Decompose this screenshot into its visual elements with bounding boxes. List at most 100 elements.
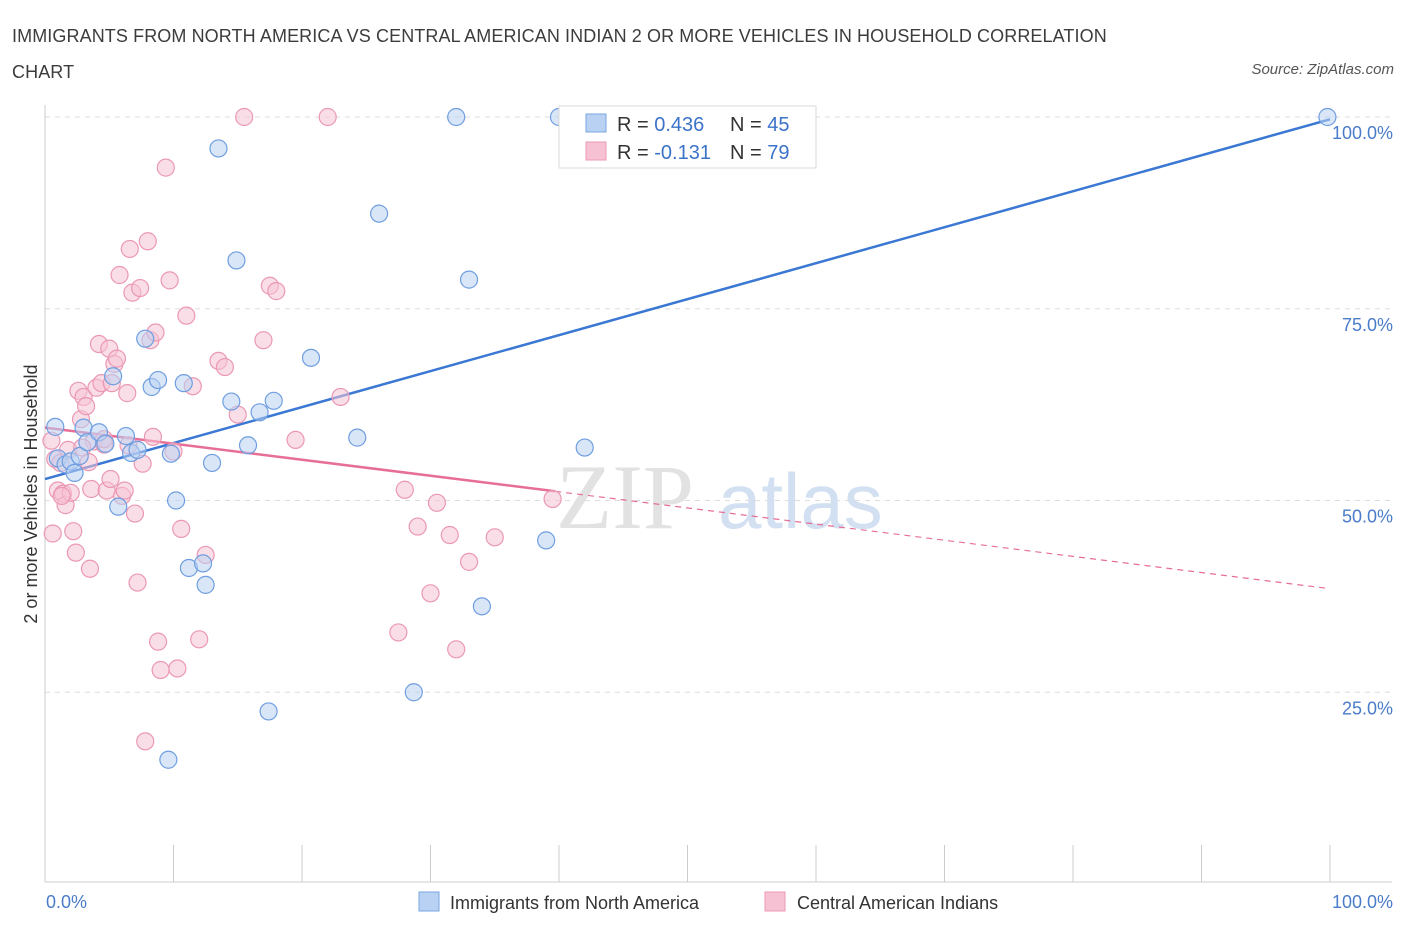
point-north-america — [104, 367, 123, 386]
point-north-america — [148, 370, 168, 390]
point-central-american-indians — [421, 584, 440, 603]
point-central-american-indians — [101, 469, 120, 489]
legend-swatch-blue — [418, 891, 440, 912]
point-north-america — [159, 750, 178, 769]
x-tick-labels: 0.0% 100.0% — [46, 892, 1393, 912]
point-central-american-indians — [160, 271, 179, 290]
stats-legend: R = 0.436 N = 45 R = -0.131 N = 79 — [558, 105, 817, 169]
point-north-america — [46, 417, 65, 436]
svg-text:N = 79: N = 79 — [730, 142, 790, 164]
point-central-american-indians — [125, 504, 145, 523]
point-north-america — [1318, 107, 1337, 127]
x-tick-label: 100.0% — [1332, 892, 1393, 912]
point-north-america — [196, 575, 215, 594]
stats-n-label: N = — [730, 114, 767, 136]
y-tick-label: 50.0% — [1342, 507, 1393, 527]
legend-label: Immigrants from North America — [450, 893, 700, 913]
point-north-america — [136, 329, 155, 348]
point-north-america — [404, 683, 423, 702]
point-north-america — [96, 434, 115, 453]
stats-r-label: R = — [617, 114, 654, 136]
point-north-america — [116, 426, 136, 446]
point-north-america — [259, 702, 278, 721]
point-north-america — [447, 107, 466, 127]
point-central-american-indians — [148, 632, 168, 651]
svg-text:R = 0.436: R = 0.436 — [617, 114, 704, 136]
stats-n-value: 79 — [767, 142, 789, 164]
point-central-american-indians — [130, 278, 150, 298]
stats-r-label: R = — [617, 142, 654, 164]
point-central-american-indians — [408, 517, 427, 536]
x-tick-label: 0.0% — [46, 892, 87, 912]
trend-line-extension — [555, 490, 1331, 590]
point-central-american-indians — [52, 486, 71, 505]
data-points — [42, 107, 1337, 769]
point-central-american-indians — [77, 397, 96, 416]
point-central-american-indians — [80, 559, 100, 578]
point-central-american-indians — [110, 265, 129, 285]
point-north-america — [575, 438, 594, 457]
y-tick-label: 25.0% — [1342, 698, 1393, 718]
point-north-america — [250, 403, 269, 422]
point-north-america — [222, 392, 241, 411]
chart-title: IMMIGRANTS FROM NORTH AMERICA VS CENTRAL… — [12, 26, 1107, 82]
series-legend: Immigrants from North America Central Am… — [418, 891, 998, 913]
point-central-american-indians — [172, 519, 191, 538]
watermark-zip: ZIP — [556, 446, 694, 548]
point-north-america — [109, 497, 128, 516]
point-central-american-indians — [318, 107, 337, 127]
point-central-american-indians — [151, 660, 170, 680]
point-north-america — [161, 444, 181, 463]
legend-swatch-pink — [764, 891, 786, 912]
stats-swatch-pink — [585, 141, 607, 161]
point-central-american-indians — [66, 543, 85, 562]
point-central-american-indians — [543, 489, 562, 509]
y-tick-label: 75.0% — [1342, 315, 1393, 335]
point-central-american-indians — [138, 232, 157, 251]
y-tick-label: 100.0% — [1332, 123, 1393, 143]
point-central-american-indians — [485, 528, 504, 547]
point-central-american-indians — [215, 357, 234, 377]
stats-r-value: 0.436 — [654, 114, 704, 136]
point-central-american-indians — [156, 158, 175, 177]
point-central-american-indians — [177, 306, 196, 325]
axes — [44, 105, 1392, 883]
svg-text:N = 45: N = 45 — [730, 114, 790, 136]
point-north-america — [227, 251, 246, 270]
point-central-american-indians — [286, 430, 305, 450]
svg-text:R = -0.131: R = -0.131 — [617, 142, 711, 164]
point-north-america — [166, 491, 186, 510]
point-central-american-indians — [389, 623, 408, 642]
point-north-america — [472, 597, 491, 616]
point-central-american-indians — [254, 331, 273, 350]
point-north-america — [264, 391, 283, 410]
point-north-america — [537, 531, 556, 550]
point-central-american-indians — [118, 384, 137, 403]
point-central-american-indians — [447, 640, 466, 659]
point-north-america — [65, 463, 84, 482]
point-north-america — [174, 374, 193, 393]
legend-label: Central American Indians — [797, 893, 998, 913]
point-central-american-indians — [43, 524, 62, 543]
point-north-america — [459, 270, 479, 289]
point-north-america — [70, 446, 89, 466]
point-central-american-indians — [107, 349, 127, 368]
point-central-american-indians — [331, 387, 350, 407]
point-central-american-indians — [190, 630, 209, 649]
stats-r-value: -0.131 — [654, 142, 711, 164]
y-axis-label: 2 or more Vehicles in Household — [21, 364, 41, 623]
point-north-america — [209, 139, 228, 158]
trend-line-north-america — [44, 118, 1331, 481]
stats-n-value: 45 — [767, 114, 789, 136]
point-central-american-indians — [440, 525, 459, 545]
stats-swatch-blue — [585, 113, 607, 133]
point-north-america — [78, 433, 97, 452]
point-north-america — [238, 436, 258, 455]
point-central-american-indians — [267, 282, 286, 301]
point-north-america — [202, 453, 222, 473]
gridlines — [45, 116, 1392, 693]
point-central-american-indians — [395, 480, 414, 499]
point-central-american-indians — [235, 107, 254, 127]
point-central-american-indians — [128, 573, 147, 592]
stats-n-label: N = — [730, 142, 767, 164]
